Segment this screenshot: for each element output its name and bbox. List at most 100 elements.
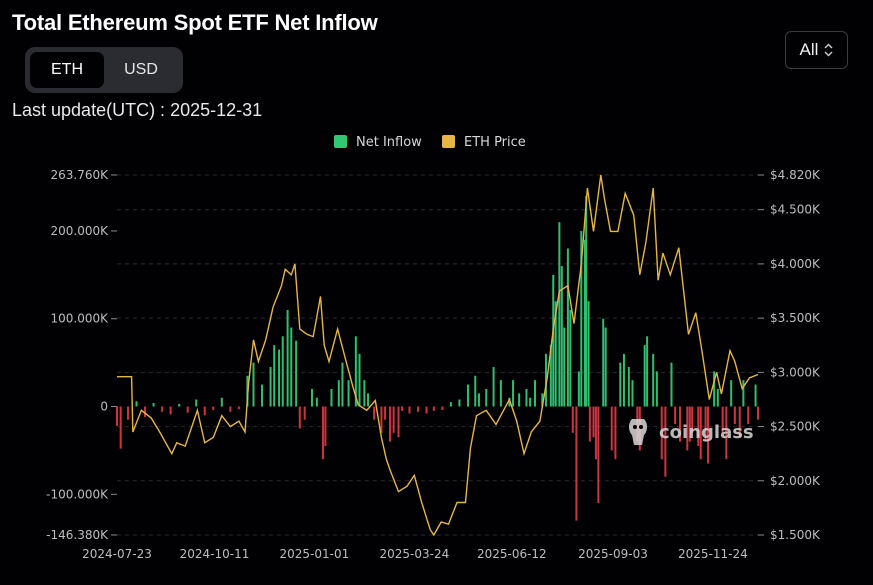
inflow-bar[interactable]	[688, 406, 691, 442]
inflow-bar[interactable]	[330, 388, 333, 407]
inflow-bar[interactable]	[408, 406, 411, 414]
inflow-bar[interactable]	[742, 380, 745, 407]
inflow-bar[interactable]	[303, 406, 306, 420]
inflow-bar[interactable]	[126, 406, 129, 420]
inflow-bar[interactable]	[738, 406, 741, 438]
inflow-bar[interactable]	[358, 353, 361, 407]
inflow-bar[interactable]	[757, 406, 759, 420]
inflow-bar[interactable]	[269, 367, 272, 407]
inflow-bar[interactable]	[512, 380, 515, 407]
inflow-bar[interactable]	[544, 353, 547, 407]
inflow-bar[interactable]	[643, 345, 646, 407]
inflow-bar[interactable]	[597, 406, 600, 504]
inflow-bar[interactable]	[485, 388, 488, 407]
legend-item-net-inflow[interactable]: Net Inflow	[334, 135, 422, 150]
inflow-bar[interactable]	[508, 397, 511, 407]
inflow-bar[interactable]	[144, 406, 147, 418]
inflow-bar[interactable]	[691, 406, 694, 433]
inflow-bar[interactable]	[529, 397, 532, 407]
inflow-bar[interactable]	[392, 406, 395, 433]
inflow-bar[interactable]	[425, 406, 428, 414]
inflow-bar[interactable]	[432, 406, 435, 411]
inflow-bar[interactable]	[324, 406, 327, 447]
inflow-bar[interactable]	[273, 345, 276, 407]
inflow-bar[interactable]	[552, 274, 555, 407]
inflow-bar[interactable]	[569, 309, 572, 407]
inflow-bar[interactable]	[560, 266, 563, 407]
inflow-bar[interactable]	[707, 406, 710, 464]
inflow-bar[interactable]	[203, 406, 206, 416]
inflow-bar[interactable]	[119, 406, 122, 449]
range-select[interactable]: All	[785, 31, 848, 69]
inflow-bar[interactable]	[602, 318, 605, 407]
unit-option-eth[interactable]: ETH	[30, 52, 104, 88]
inflow-bar[interactable]	[583, 239, 586, 407]
inflow-bar[interactable]	[237, 406, 240, 410]
inflow-bar[interactable]	[135, 401, 138, 407]
inflow-bar[interactable]	[655, 371, 658, 407]
inflow-bar[interactable]	[646, 336, 649, 407]
inflow-bar[interactable]	[186, 406, 189, 413]
inflow-bar[interactable]	[363, 380, 366, 407]
inflow-bar[interactable]	[541, 393, 544, 407]
inflow-bar[interactable]	[229, 406, 232, 412]
inflow-bar[interactable]	[178, 403, 181, 407]
inflow-bar[interactable]	[610, 406, 613, 451]
unit-option-usd[interactable]: USD	[124, 61, 158, 78]
inflow-bar[interactable]	[604, 327, 607, 407]
inflow-bar[interactable]	[116, 406, 118, 426]
inflow-bar[interactable]	[169, 406, 172, 415]
inflow-bar[interactable]	[587, 301, 590, 407]
inflow-bar[interactable]	[384, 406, 387, 420]
inflow-bar[interactable]	[347, 380, 350, 407]
inflow-bar[interactable]	[721, 406, 724, 433]
inflow-bar[interactable]	[733, 406, 736, 425]
inflow-bar[interactable]	[558, 222, 561, 407]
inflow-bar[interactable]	[554, 301, 557, 407]
inflow-bar[interactable]	[679, 406, 682, 442]
inflow-bar[interactable]	[315, 397, 318, 407]
inflow-bar[interactable]	[674, 406, 677, 425]
inflow-bar[interactable]	[212, 406, 215, 411]
inflow-bar[interactable]	[566, 248, 569, 407]
inflow-bar[interactable]	[492, 367, 495, 407]
inflow-bar[interactable]	[252, 362, 255, 407]
inflow-bar[interactable]	[278, 349, 281, 407]
inflow-bar[interactable]	[281, 336, 284, 407]
inflow-bar[interactable]	[525, 388, 528, 407]
inflow-bar[interactable]	[298, 406, 301, 429]
inflow-bar[interactable]	[580, 230, 583, 407]
inflow-bar[interactable]	[716, 388, 719, 407]
inflow-bar[interactable]	[563, 327, 566, 407]
inflow-bar[interactable]	[373, 406, 376, 420]
inflow-bar[interactable]	[699, 406, 702, 460]
inflow-bar[interactable]	[380, 406, 383, 433]
inflow-bar[interactable]	[466, 384, 469, 407]
inflow-bar[interactable]	[652, 353, 655, 407]
inflow-bar[interactable]	[631, 380, 634, 407]
inflow-bar[interactable]	[417, 406, 419, 412]
inflow-bar[interactable]	[290, 327, 293, 407]
inflow-bar[interactable]	[686, 406, 689, 451]
inflow-bar[interactable]	[549, 345, 552, 407]
inflow-bar[interactable]	[747, 406, 750, 425]
inflow-bar[interactable]	[261, 384, 264, 407]
inflow-bar[interactable]	[697, 406, 700, 447]
inflow-bar[interactable]	[664, 406, 667, 477]
inflow-bar[interactable]	[397, 406, 400, 438]
inflow-bar[interactable]	[195, 399, 198, 407]
inflow-bar[interactable]	[670, 362, 673, 407]
inflow-bar[interactable]	[367, 393, 370, 407]
inflow-bar[interactable]	[575, 406, 578, 521]
inflow-bar[interactable]	[499, 380, 502, 407]
inflow-bar[interactable]	[585, 195, 588, 407]
inflow-bar[interactable]	[337, 380, 340, 407]
inflow-bar[interactable]	[704, 406, 707, 442]
inflow-bar[interactable]	[571, 406, 574, 433]
inflow-bar[interactable]	[474, 375, 477, 407]
inflow-bar[interactable]	[622, 353, 625, 407]
inflow-bar[interactable]	[660, 406, 663, 460]
inflow-bar[interactable]	[458, 399, 461, 407]
inflow-bar[interactable]	[295, 340, 298, 407]
inflow-bar[interactable]	[354, 336, 357, 407]
